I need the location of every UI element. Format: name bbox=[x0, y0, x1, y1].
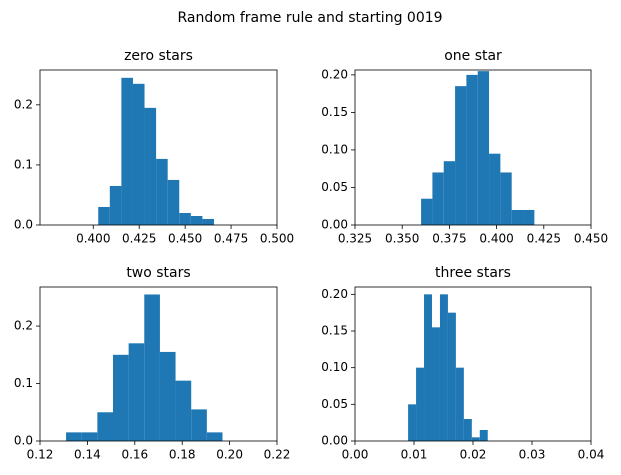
bar bbox=[190, 215, 203, 225]
bar bbox=[511, 209, 524, 225]
bar bbox=[81, 432, 98, 441]
bar bbox=[98, 206, 110, 225]
y-tick-label: 0.20 bbox=[321, 287, 348, 301]
bar bbox=[421, 198, 433, 225]
x-tick-label: 0.02 bbox=[460, 448, 487, 462]
bar bbox=[439, 294, 448, 441]
bar bbox=[443, 161, 456, 225]
x-tick-label: 0.375 bbox=[432, 232, 466, 246]
y-tick-label: 0.2 bbox=[14, 97, 33, 111]
bar bbox=[206, 432, 223, 441]
bar bbox=[121, 77, 133, 225]
x-tick-label: 0.20 bbox=[216, 448, 243, 462]
bar bbox=[408, 404, 417, 441]
bar bbox=[202, 218, 214, 225]
x-tick-label: 0.03 bbox=[519, 448, 546, 462]
bar bbox=[128, 343, 145, 441]
y-tick-label: 0.05 bbox=[321, 180, 348, 194]
bar bbox=[477, 71, 490, 225]
bar bbox=[97, 412, 113, 441]
bar bbox=[112, 354, 129, 441]
x-tick-label: 0.16 bbox=[121, 448, 148, 462]
bar bbox=[144, 294, 160, 441]
axes-frame bbox=[39, 286, 278, 442]
y-tick-label: 0.0 bbox=[14, 434, 33, 448]
subplot-title: zero stars bbox=[124, 48, 193, 64]
bar bbox=[144, 107, 157, 225]
x-tick-label: 0.12 bbox=[27, 448, 54, 462]
bar bbox=[432, 172, 444, 225]
bar bbox=[156, 158, 168, 225]
bar bbox=[466, 74, 478, 225]
x-tick-label: 0.14 bbox=[74, 448, 101, 462]
axes-frame bbox=[354, 69, 592, 226]
x-tick-label: 0.18 bbox=[169, 448, 196, 462]
y-tick-label: 0.15 bbox=[321, 105, 348, 119]
x-tick-label: 0.01 bbox=[401, 448, 428, 462]
x-tick-label: 0.450 bbox=[574, 232, 608, 246]
axes-frame bbox=[39, 69, 278, 226]
bar bbox=[167, 179, 180, 225]
bar bbox=[132, 83, 145, 225]
axes-frame bbox=[354, 286, 592, 442]
bar bbox=[447, 312, 456, 441]
bar bbox=[66, 432, 82, 441]
y-tick-label: 0.05 bbox=[321, 397, 348, 411]
bar bbox=[424, 294, 432, 441]
x-tick-label: 0.00 bbox=[342, 448, 369, 462]
y-tick-label: 0.15 bbox=[321, 324, 348, 338]
x-tick-label: 0.425 bbox=[122, 232, 156, 246]
y-tick-label: 0.00 bbox=[321, 218, 348, 232]
x-tick-label: 0.04 bbox=[578, 448, 605, 462]
bar bbox=[431, 327, 440, 441]
bar bbox=[523, 209, 535, 225]
bar bbox=[471, 437, 480, 441]
y-tick-label: 0.2 bbox=[14, 319, 33, 333]
y-tick-label: 0.1 bbox=[14, 157, 33, 171]
bar bbox=[463, 419, 472, 441]
x-tick-label: 0.22 bbox=[264, 448, 291, 462]
subplot-title: three stars bbox=[435, 265, 511, 281]
x-tick-label: 0.400 bbox=[76, 232, 110, 246]
subplot-title: two stars bbox=[126, 265, 190, 281]
bar bbox=[179, 212, 191, 225]
y-tick-label: 0.20 bbox=[321, 67, 348, 81]
x-tick-label: 0.325 bbox=[338, 232, 372, 246]
x-tick-label: 0.350 bbox=[385, 232, 419, 246]
bar bbox=[455, 86, 467, 225]
x-tick-label: 0.450 bbox=[168, 232, 202, 246]
y-tick-label: 0.0 bbox=[14, 218, 33, 232]
y-tick-label: 0.1 bbox=[14, 376, 33, 390]
bar bbox=[159, 351, 176, 441]
figure-title: Random frame rule and starting 0019 bbox=[177, 10, 442, 26]
y-tick-label: 0.10 bbox=[321, 360, 348, 374]
x-tick-label: 0.425 bbox=[527, 232, 561, 246]
bar bbox=[479, 430, 488, 441]
bar bbox=[455, 367, 464, 441]
x-tick-label: 0.500 bbox=[260, 232, 294, 246]
bar bbox=[191, 409, 207, 441]
y-tick-label: 0.10 bbox=[321, 142, 348, 156]
y-tick-label: 0.00 bbox=[321, 434, 348, 448]
x-tick-label: 0.475 bbox=[214, 232, 248, 246]
x-tick-label: 0.400 bbox=[479, 232, 513, 246]
subplot-title: one star bbox=[444, 48, 502, 64]
bar bbox=[109, 185, 122, 225]
bar bbox=[489, 153, 501, 225]
bar bbox=[500, 172, 512, 225]
bar bbox=[175, 380, 192, 441]
bar bbox=[416, 367, 425, 441]
